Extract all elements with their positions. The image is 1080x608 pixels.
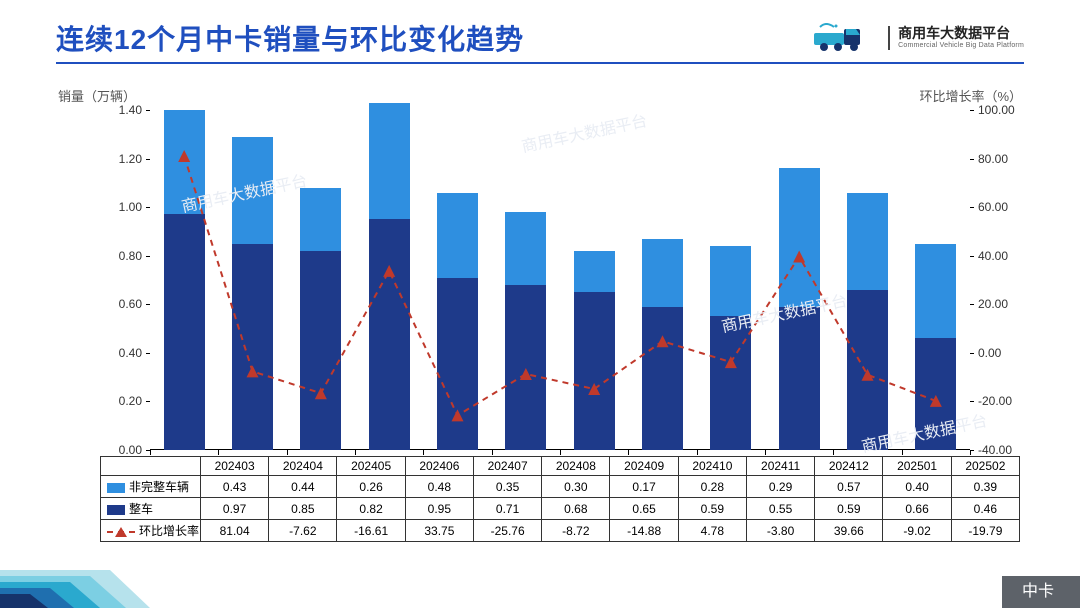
table-cell: 0.26 bbox=[337, 476, 405, 498]
category-header: 202407 bbox=[473, 457, 541, 476]
table-cell: 0.66 bbox=[883, 498, 951, 520]
y-left-tick: 0.00 bbox=[102, 443, 142, 457]
table-cell: 0.48 bbox=[405, 476, 473, 498]
growth-rate-line bbox=[150, 110, 970, 450]
table-cell: 0.97 bbox=[200, 498, 268, 520]
table-cell: 0.82 bbox=[337, 498, 405, 520]
table-cell: -3.80 bbox=[746, 520, 814, 542]
table-cell: -8.72 bbox=[542, 520, 610, 542]
table-cell: 0.28 bbox=[678, 476, 746, 498]
title-underline bbox=[56, 62, 1024, 64]
table-cell: 0.30 bbox=[542, 476, 610, 498]
y-right-tick: 80.00 bbox=[978, 152, 1026, 166]
category-header: 202502 bbox=[951, 457, 1019, 476]
y-right-tick: 40.00 bbox=[978, 249, 1026, 263]
table-cell: 0.59 bbox=[815, 498, 883, 520]
table-cell: 0.43 bbox=[200, 476, 268, 498]
footer-decoration bbox=[0, 548, 340, 608]
y-right-tick: 20.00 bbox=[978, 297, 1026, 311]
y-left-tick: 0.60 bbox=[102, 297, 142, 311]
y-left-tick: 0.40 bbox=[102, 346, 142, 360]
table-cell: -14.88 bbox=[610, 520, 678, 542]
table-cell: 0.68 bbox=[542, 498, 610, 520]
brand-logo-icon bbox=[814, 23, 882, 53]
category-header: 202406 bbox=[405, 457, 473, 476]
category-header: 202408 bbox=[542, 457, 610, 476]
brand-block: 商用车大数据平台 Commercial Vehicle Big Data Pla… bbox=[814, 23, 1024, 53]
footer-tag: 中卡 bbox=[1002, 576, 1080, 608]
y-left-tick: 1.40 bbox=[102, 103, 142, 117]
legend-whole-vehicle: 整车 bbox=[101, 498, 201, 520]
chart-area: 0.000.200.400.600.801.001.201.40-40.00-2… bbox=[100, 110, 1020, 450]
y-right-tick: 60.00 bbox=[978, 200, 1026, 214]
table-cell: 0.46 bbox=[951, 498, 1019, 520]
legend-growth-rate: 环比增长率 bbox=[101, 520, 201, 542]
category-header: 202404 bbox=[269, 457, 337, 476]
category-header: 202405 bbox=[337, 457, 405, 476]
category-header: 202411 bbox=[746, 457, 814, 476]
y-right-tick: 0.00 bbox=[978, 346, 1026, 360]
legend-incomplete-vehicle: 非完整车辆 bbox=[101, 476, 201, 498]
table-cell: 0.29 bbox=[746, 476, 814, 498]
page-title: 连续12个月中卡销量与环比变化趋势 bbox=[56, 18, 524, 58]
y-right-tick: -40.00 bbox=[978, 443, 1026, 457]
table-cell: -25.76 bbox=[473, 520, 541, 542]
data-table: 2024032024042024052024062024072024082024… bbox=[100, 456, 1020, 542]
table-cell: -9.02 bbox=[883, 520, 951, 542]
y-left-tick: 0.20 bbox=[102, 394, 142, 408]
table-cell: -7.62 bbox=[269, 520, 337, 542]
brand-name-en: Commercial Vehicle Big Data Platform bbox=[898, 42, 1024, 50]
category-header: 202403 bbox=[200, 457, 268, 476]
table-cell: 0.44 bbox=[269, 476, 337, 498]
table-cell: 0.39 bbox=[951, 476, 1019, 498]
category-header: 202409 bbox=[610, 457, 678, 476]
brand-name-cn: 商用车大数据平台 bbox=[898, 26, 1024, 41]
table-cell: 0.57 bbox=[815, 476, 883, 498]
y-left-tick: 0.80 bbox=[102, 249, 142, 263]
table-cell: -16.61 bbox=[337, 520, 405, 542]
y-right-tick: -20.00 bbox=[978, 394, 1026, 408]
table-cell: 0.65 bbox=[610, 498, 678, 520]
table-cell: 0.95 bbox=[405, 498, 473, 520]
table-cell: 0.17 bbox=[610, 476, 678, 498]
table-cell: 0.55 bbox=[746, 498, 814, 520]
category-header: 202410 bbox=[678, 457, 746, 476]
y-right-tick: 100.00 bbox=[978, 103, 1026, 117]
table-cell: 0.40 bbox=[883, 476, 951, 498]
table-cell: 0.71 bbox=[473, 498, 541, 520]
table-cell: 0.85 bbox=[269, 498, 337, 520]
table-cell: 4.78 bbox=[678, 520, 746, 542]
table-cell: 0.35 bbox=[473, 476, 541, 498]
category-header: 202412 bbox=[815, 457, 883, 476]
table-cell: 33.75 bbox=[405, 520, 473, 542]
table-cell: -19.79 bbox=[951, 520, 1019, 542]
table-cell: 81.04 bbox=[200, 520, 268, 542]
table-cell: 39.66 bbox=[815, 520, 883, 542]
y-left-tick: 1.20 bbox=[102, 152, 142, 166]
category-header: 202501 bbox=[883, 457, 951, 476]
table-cell: 0.59 bbox=[678, 498, 746, 520]
y-left-tick: 1.00 bbox=[102, 200, 142, 214]
